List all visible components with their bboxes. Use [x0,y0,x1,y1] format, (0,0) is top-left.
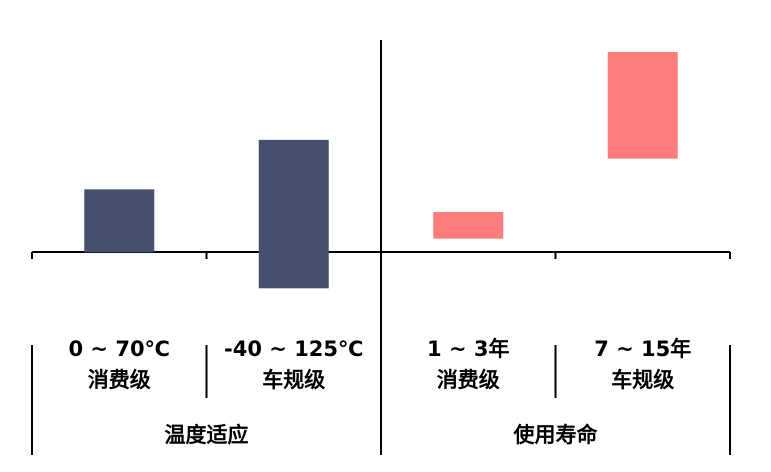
category-sublabel: 消费级 [437,368,500,392]
category-label: 1 ~ 3年 [427,337,509,361]
category-sublabel: 消费级 [88,368,151,392]
range-bar [607,52,678,159]
category-sublabel: 车规级 [262,368,325,392]
category-label: -40 ~ 125℃ [224,337,363,361]
group-label: 温度适应 [165,423,249,447]
category-label: 7 ~ 15年 [594,337,691,361]
group-label: 使用寿命 [513,423,599,447]
category-sublabel: 车规级 [611,368,674,392]
range-bar [258,139,329,289]
range-bar [84,189,155,253]
range-bar [433,212,504,239]
category-label: 0 ~ 70℃ [69,337,170,361]
